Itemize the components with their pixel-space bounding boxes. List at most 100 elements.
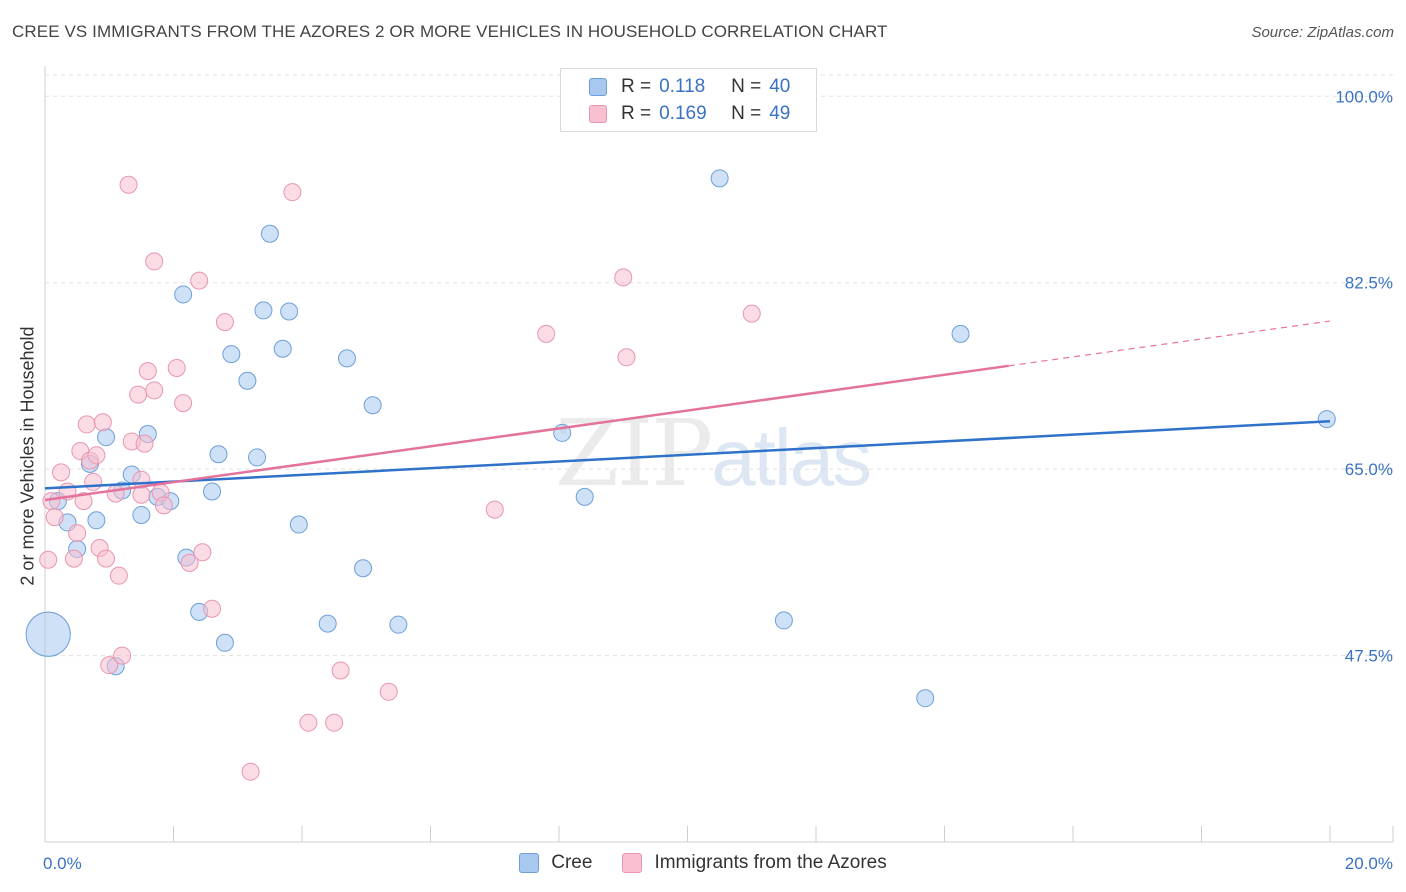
cree-point [25,611,71,657]
legend-n-label: N = [731,103,762,124]
azores-point [87,446,106,465]
cree-point [248,448,267,467]
azores-point [113,646,132,665]
cree-point [215,633,234,652]
cree-point [1317,410,1336,429]
azores-point [203,599,222,618]
cree-point [222,345,241,364]
cree-point [710,169,729,188]
azores-point [174,394,193,413]
series-swatch-cree [519,853,540,873]
azores-point [39,550,58,569]
azores-point [331,661,350,680]
azores-point [106,484,125,503]
cree-point [280,302,299,321]
azores-point [154,496,173,515]
azores-point [190,271,209,290]
azores-point [193,543,212,562]
cree-point [260,224,279,243]
y-tick-label: 47.5% [1345,647,1393,666]
y-tick-label: 100.0% [1335,87,1393,106]
azores-point [45,508,64,527]
cree-point [254,301,273,320]
cree-point [951,324,970,343]
cree-point [354,559,373,578]
series-legend-label: Immigrants from the Azores [654,852,887,873]
legend-n-value: 40 [769,76,791,97]
azores-point [68,524,87,543]
cree-point [273,339,292,358]
azores-point [145,381,164,400]
azores-point [129,385,148,404]
azores-point [138,362,157,381]
cree-point [363,396,382,415]
legend-r-label: R = [621,76,652,97]
legend-n-value: 49 [769,103,791,124]
azores-point [379,682,398,701]
azores-point [325,713,344,732]
azores-point [77,415,96,434]
cree-point [337,349,356,368]
x-tick-label: 0.0% [43,854,82,873]
chart-title: CREE VS IMMIGRANTS FROM THE AZORES 2 OR … [12,22,888,41]
series-legend-item-cree[interactable]: Cree [519,852,592,874]
cree-point [203,482,222,501]
azores-point [180,553,199,572]
azores-trend-line [44,364,1009,502]
azores-point [74,492,93,511]
cree-point [87,511,106,530]
azores-point [132,485,151,504]
azores-point [109,566,128,585]
watermark-atlas: atlas [711,413,872,502]
x-tick-label: 20.0% [1345,854,1393,873]
legend-swatch-cree [589,78,607,96]
y-tick-label: 65.0% [1345,460,1393,479]
legend-r-value: 0.118 [659,76,706,97]
azores-point [93,413,112,432]
series-legend-label: Cree [551,852,593,873]
correlation-legend: R = 0.118 N = 40 R = 0.169 N = 49 [560,68,817,132]
azores-point [617,348,636,367]
azores-point [283,183,302,202]
cree-point [289,515,308,534]
azores-point [135,434,154,453]
cree-point [174,285,193,304]
cree-point [132,505,151,524]
legend-row-cree: R = 0.118 N = 40 [589,75,790,99]
azores-point [100,656,119,675]
azores-point [167,358,186,377]
azores-point [485,500,504,519]
azores-point [241,762,260,781]
legend-r-label: R = [621,103,652,124]
azores-point [299,713,318,732]
azores-trend-extension [1008,320,1331,367]
legend-swatch-azores [589,105,607,123]
azores-point [119,175,138,194]
azores-point [215,313,234,332]
legend-n-label: N = [731,76,762,97]
y-tick-label: 82.5% [1345,274,1393,293]
azores-point [537,324,556,343]
azores-point [52,463,71,482]
legend-row-azores: R = 0.169 N = 49 [589,102,790,126]
series-swatch-azores [622,853,643,873]
cree-point [318,614,337,633]
azores-point [614,268,633,287]
azores-point [145,252,164,271]
cree-point [774,611,793,630]
cree-point [575,487,594,506]
azores-point [84,472,103,491]
cree-point [97,428,116,447]
cree-point [916,689,935,708]
series-legend-item-azores[interactable]: Immigrants from the Azores [622,852,887,874]
cree-point [389,615,408,634]
series-legend: Cree Immigrants from the Azores [0,852,1406,874]
cree-trend-line [44,419,1331,490]
azores-point [97,549,116,568]
azores-point [742,304,761,323]
cree-point [209,445,228,464]
y-axis-label: 2 or more Vehicles in Household [17,326,38,586]
cree-point [238,371,257,390]
legend-r-value: 0.169 [659,103,707,124]
